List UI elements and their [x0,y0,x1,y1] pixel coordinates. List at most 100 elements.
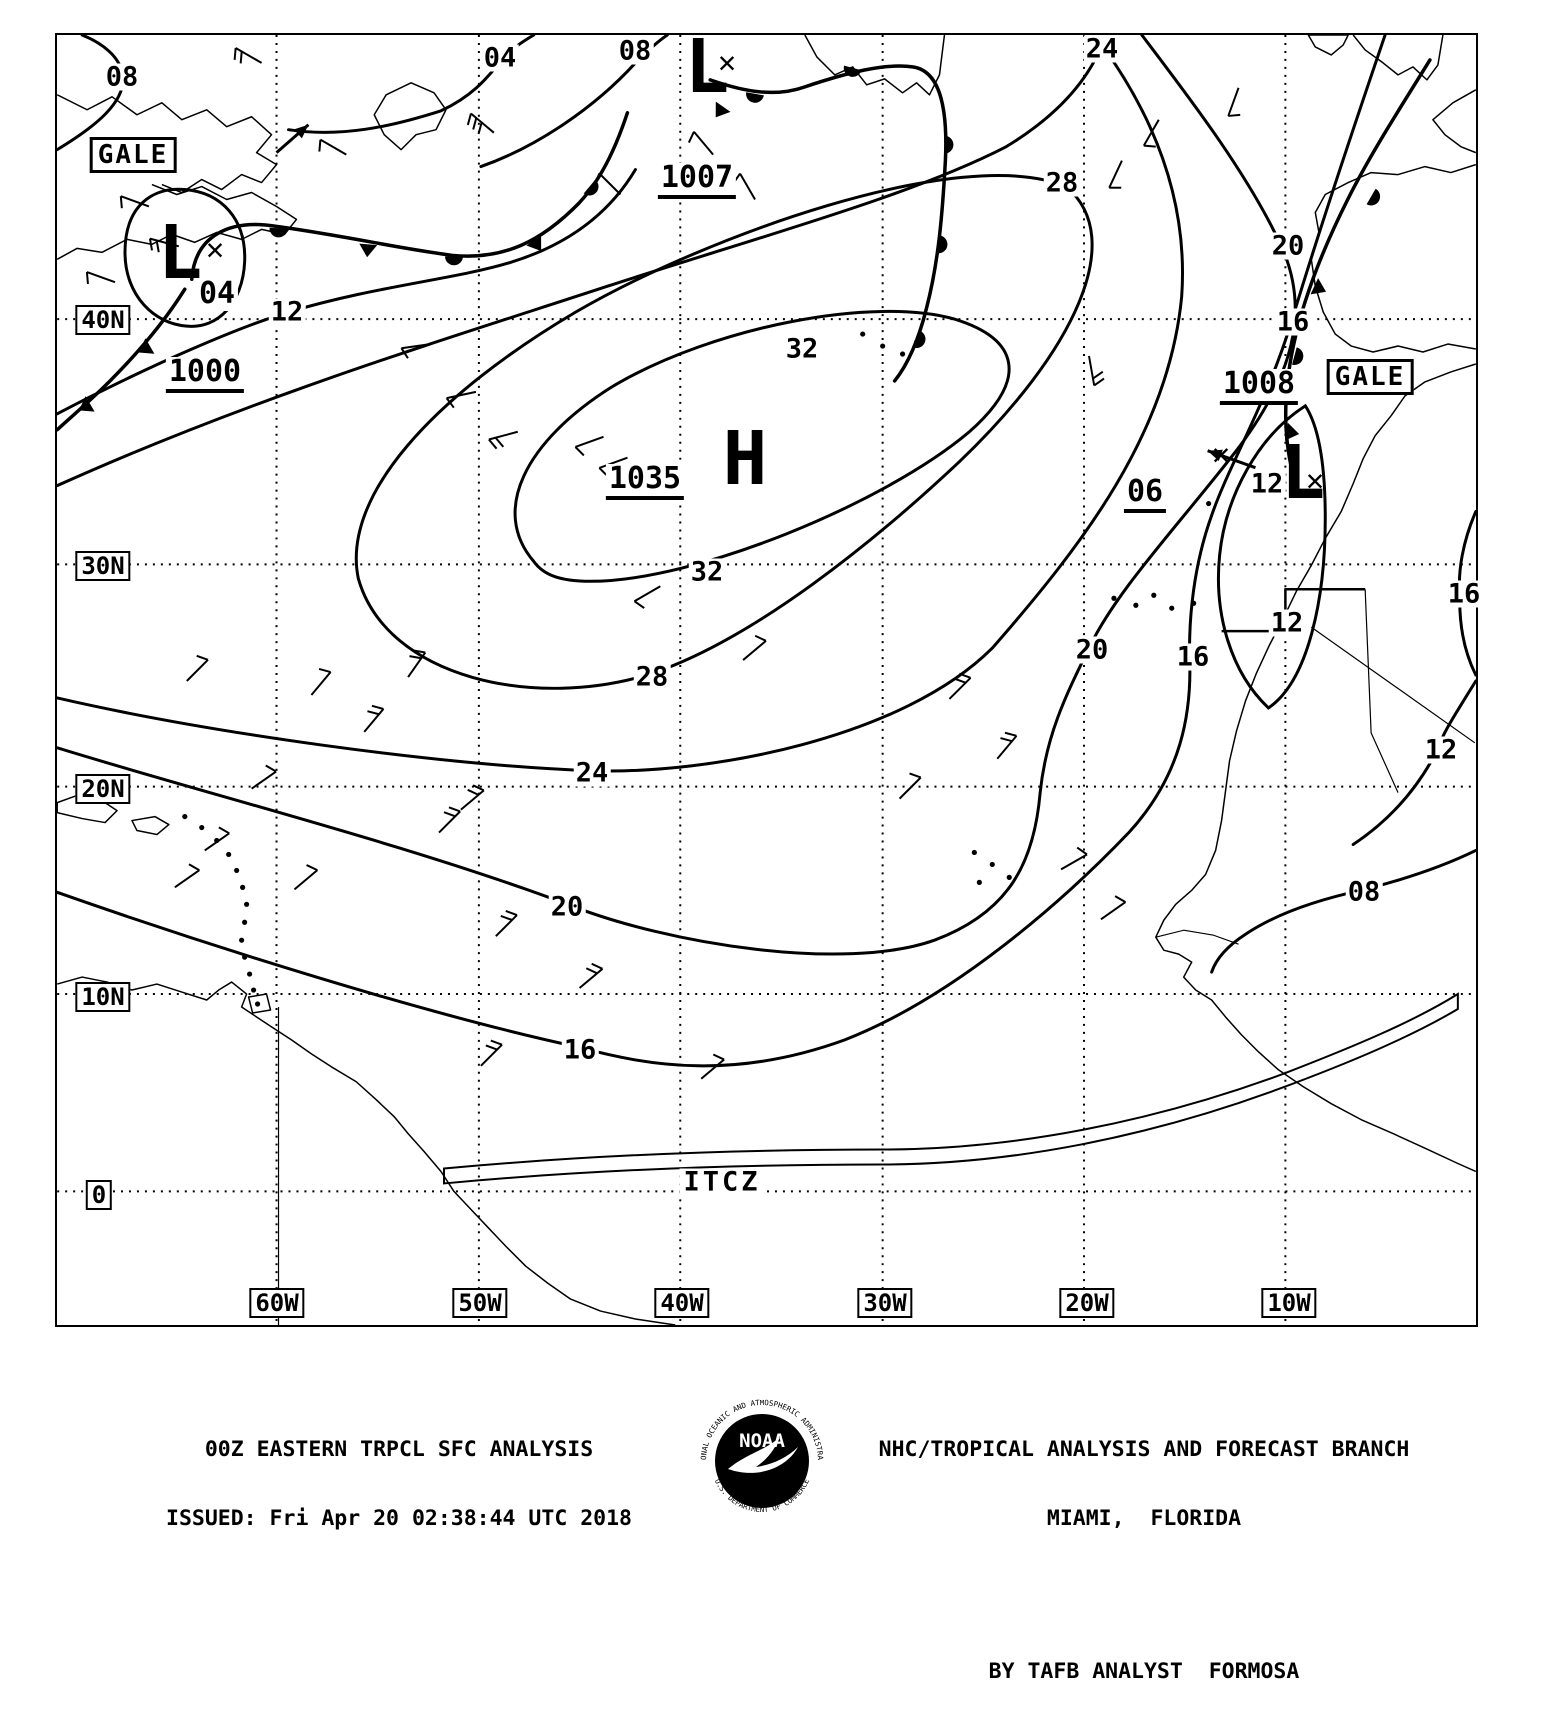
island-dot [1206,500,1212,507]
isobar-label-20: 20 [1269,230,1307,262]
wind-barb-icon [488,430,519,450]
wind-barb-icon [574,435,604,457]
wind-barb-tick [85,271,89,285]
lat-label-10N: 10N [75,982,131,1012]
isobar-1008 [479,35,669,169]
isobar-1016 [57,35,1387,1068]
wind-barb-tick [233,47,237,60]
isobar-label-12: 12 [268,296,306,328]
wind-barb-tick [574,446,585,457]
lon-label-50W: 50W [452,1288,508,1318]
wind-barb-tick [754,634,767,642]
wind-barb-icon [495,910,518,937]
warm-front-semicircle [944,135,954,154]
isobar-label-12: 12 [1248,468,1286,500]
wind-barb-tick [443,811,456,818]
wind-barb-staff [898,776,922,800]
wind-barb-icon [251,764,277,790]
wind-barb-tick [148,238,153,251]
wind-barb-icon [948,672,972,700]
wind-barb-icon [687,131,714,156]
wind-barb-tick [954,677,966,684]
wind-barb-tick [1092,370,1104,380]
isobar-label-20: 20 [548,891,586,923]
lon-label-60W: 60W [249,1288,305,1318]
wind-barb-tick [687,131,695,143]
isobar-label-04: 04 [481,42,519,74]
isobar-1008 [1210,848,1476,974]
wind-barb-staff [598,456,628,469]
wind-barb-staff [120,195,150,208]
wind-barb-icon [633,585,661,609]
coastline-iberia [1310,163,1476,353]
cold-front-triangle [138,338,155,354]
isobar-layer [57,35,1476,1068]
isobar-1012 [1216,403,1327,710]
island-dot [242,954,248,960]
wind-barb-tick [196,654,209,661]
isobar-label-24: 24 [573,757,611,789]
wind-barb-tick [188,863,200,872]
coastline-trinidad [247,993,272,1014]
pressure-center-H: H [722,416,768,502]
wind-barb-icon [1100,895,1127,921]
cold-front [57,287,187,432]
island-dot [244,901,250,907]
island-dot [199,824,205,831]
wind-barb-staff [495,914,518,937]
arrowhead-icon [293,124,309,139]
wind-barb-tick [472,117,478,130]
isobar-label-16: 16 [561,1034,599,1066]
cold-front-triangle [1284,422,1300,441]
lat-label-40N: 40N [75,305,131,335]
island-dot [1191,600,1197,606]
wind-barb-icon [898,772,922,800]
island-dot [1151,592,1157,598]
map-frame: 08 04 08 24 28 20 16 12 32 32 28 24 20 16 20 16 12 16 12 08… [55,30,1483,1327]
wind-barb-icon [438,806,461,834]
wind-barb-staff [996,735,1018,760]
warm-front-semicircle [843,65,862,77]
wind-barb-tick [155,240,160,253]
wind-barb-icon [174,863,200,889]
island-dot [880,343,886,349]
island-dot [913,339,920,345]
wind-barb-tick [488,438,498,450]
wind-barb-icon [700,1053,725,1080]
agency-location: MIAMI, FLORIDA [1046,1506,1242,1531]
itcz-label: ITCZ [679,1168,765,1196]
wind-barb-tick [712,1053,725,1061]
wind-barb-tick [445,397,455,409]
aux-pressure-value: 04 [195,279,239,311]
wind-barb-tick [409,655,422,660]
isobar-1020 [57,35,1297,956]
wind-barb-tick [265,764,277,773]
isobar-label-32: 32 [783,333,821,365]
wind-barb-staff [575,435,604,448]
wind-barb-tick [306,864,318,872]
island-dot [1169,605,1175,611]
isobar-1028 [354,174,1094,690]
wind-barb-tick [958,672,971,679]
cold-front-triangle [526,235,542,251]
wind-barb-tick [633,600,645,609]
wind-barb-icon [480,1039,503,1067]
wind-barb-tick [371,704,384,710]
cold-front-triangle [1310,278,1327,295]
wind-barb-staff [149,237,180,248]
wind-barb-tick [1004,731,1017,737]
analysis-issued: ISSUED: Fri Apr 20 02:38:44 UTC 2018 [166,1506,632,1531]
wind-barb-tick [467,788,479,796]
isobar-1032 [513,309,1011,583]
wind-barb-staff [700,1058,725,1080]
wind-barb-icon [363,704,385,733]
island-dot [860,331,866,337]
cold-front-triangle [78,396,95,412]
isobar-label-08: 08 [1345,876,1383,908]
wind-barb-staff [948,677,972,700]
coastline-southamerica [57,976,676,1325]
wind-barb-icon [594,172,622,196]
gale-warning-box: GALE [89,137,177,173]
wind-barb-tick [494,437,505,448]
wind-barb-staff [1060,853,1088,871]
